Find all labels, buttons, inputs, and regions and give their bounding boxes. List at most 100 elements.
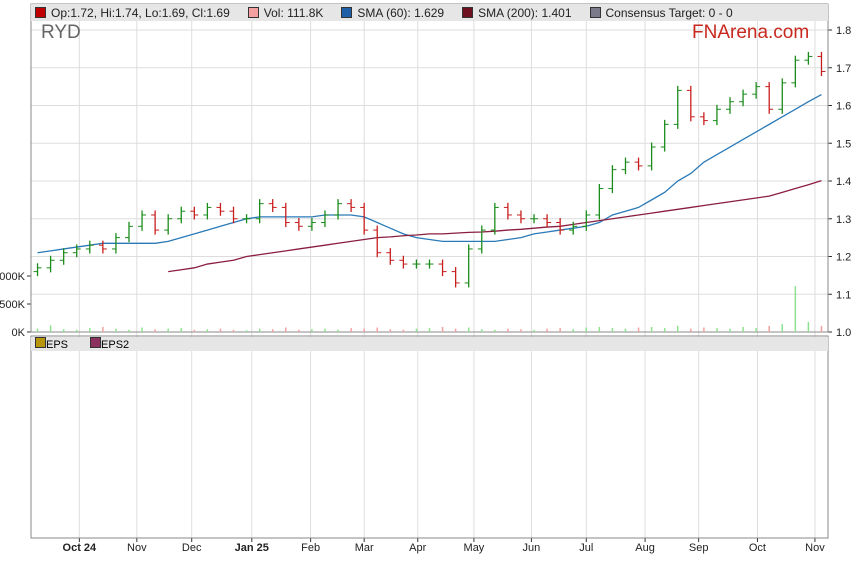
ohlc-bar xyxy=(33,263,42,277)
ohlc-bar xyxy=(347,199,356,212)
vol-swatch xyxy=(247,7,259,18)
consensus-text: Consensus Target: 0 - 0 xyxy=(605,5,733,20)
legend-sma200: SMA (200): 1.401 xyxy=(462,5,572,20)
ohlc-bar xyxy=(425,259,434,269)
ohlc-bar xyxy=(582,210,591,231)
eps2-text: EPS2 xyxy=(101,339,130,351)
ohlc-bar xyxy=(726,97,735,114)
y-tick-label: 1.8 xyxy=(836,25,851,37)
ohlc-bar xyxy=(307,217,316,231)
ohlc-bar xyxy=(647,142,656,171)
ohlc-bar xyxy=(98,240,107,254)
ohlc-swatch xyxy=(35,7,46,18)
ohlc-bar xyxy=(673,85,682,129)
vol-tick-label: 1000K xyxy=(0,271,26,283)
sma200-text: SMA (200): 1.401 xyxy=(478,5,572,20)
ohlc-bar xyxy=(85,240,94,254)
ohlc-bar xyxy=(516,210,525,224)
ohlc-bar xyxy=(686,85,695,122)
ohlc-bar xyxy=(268,199,277,212)
ohlc-bar xyxy=(164,214,173,235)
x-tick-label: Mar xyxy=(355,542,374,554)
ohlc-bar xyxy=(412,259,421,269)
x-tick-label: Jun xyxy=(523,542,541,554)
ohlc-bar xyxy=(464,244,473,288)
ohlc-bar xyxy=(765,82,774,114)
ohlc-bar xyxy=(190,206,199,220)
eps-legend: EPS EPS2 xyxy=(31,337,828,351)
ohlc-bar xyxy=(320,210,329,228)
ohlc-bar xyxy=(451,267,460,288)
vol-tick-label: 0K xyxy=(12,327,26,339)
ohlc-bar xyxy=(699,112,708,126)
y-tick-label: 1.6 xyxy=(836,101,851,113)
ohlc-bar xyxy=(791,55,800,88)
ohlc-bar xyxy=(543,214,552,228)
ohlc-bar xyxy=(595,184,604,220)
y-tick-label: 1.4 xyxy=(836,176,851,188)
ohlc-bar xyxy=(242,214,251,224)
legend-ohlc: Op:1.72, Hi:1.74, Lo:1.69, Cl:1.69 xyxy=(35,6,230,20)
sma200-swatch xyxy=(462,7,474,18)
ohlc-bar xyxy=(334,199,343,220)
ohlc-bar xyxy=(778,78,787,114)
ohlc-bar xyxy=(503,202,512,220)
sma60-line xyxy=(37,93,822,254)
x-tick-label: Nov xyxy=(127,542,147,554)
x-tick-label: Nov xyxy=(805,542,825,554)
ohlc-bar xyxy=(477,225,486,254)
ohlc-bar xyxy=(569,221,578,235)
ohlc-text: Op:1.72, Hi:1.74, Lo:1.69, Cl:1.69 xyxy=(51,5,230,20)
ohlc-bar xyxy=(752,82,761,99)
x-tick-label: Dec xyxy=(182,542,202,554)
ticker-label: RYD xyxy=(41,22,81,43)
ohlc-bar xyxy=(660,119,669,152)
ohlc-bar xyxy=(804,51,813,65)
x-tick-label: Jan 25 xyxy=(235,542,269,554)
legend-consensus: Consensus Target: 0 - 0 xyxy=(589,5,733,20)
eps-swatch xyxy=(35,337,46,348)
ohlc-bar xyxy=(739,89,748,107)
y-tick-label: 1.5 xyxy=(836,138,851,150)
legend-sma60: SMA (60): 1.629 xyxy=(341,6,444,20)
x-tick-label: Oct xyxy=(749,542,766,554)
y-tick-label: 1.1 xyxy=(836,289,851,301)
brand-logo[interactable]: FNArena.com xyxy=(692,22,810,43)
ohlc-bar xyxy=(530,214,539,224)
y-tick-label: 1.0 xyxy=(836,327,851,339)
x-tick-label: May xyxy=(464,542,485,554)
ohlc-bar xyxy=(46,255,55,273)
x-tick-label: Feb xyxy=(301,542,320,554)
vol-tick-label: 500K xyxy=(0,299,26,311)
ohlc-bar xyxy=(124,221,133,243)
eps-panel-border xyxy=(30,335,829,539)
x-tick-label: Oct 24 xyxy=(63,542,98,554)
ohlc-bar xyxy=(59,248,68,265)
ohlc-bar xyxy=(399,255,408,269)
ohlc-bar xyxy=(281,202,290,228)
consensus-swatch xyxy=(589,7,601,18)
ohlc-bar xyxy=(138,210,147,231)
vol-text: Vol: 111.8K xyxy=(263,5,324,20)
price-legend: Op:1.72, Hi:1.74, Lo:1.69, Cl:1.69 Vol: … xyxy=(31,4,828,21)
ohlc-bar xyxy=(817,51,826,77)
ohlc-bar xyxy=(634,157,643,171)
eps2-swatch xyxy=(90,337,102,348)
ohlc-bar xyxy=(490,202,499,235)
legend-eps: EPS xyxy=(35,337,68,351)
legend-eps2: EPS2 xyxy=(90,337,129,351)
ohlc-bar xyxy=(216,202,225,216)
eps-text: EPS xyxy=(46,339,69,351)
price-panel-border xyxy=(30,3,829,333)
ohlc-bar xyxy=(255,199,264,224)
ohlc-bar xyxy=(438,259,447,277)
x-tick-label: Sep xyxy=(689,542,709,554)
ohlc-bar xyxy=(229,206,238,224)
legend-vol: Vol: 111.8K xyxy=(247,5,324,20)
y-tick-label: 1.2 xyxy=(836,252,851,264)
sma60-swatch xyxy=(341,7,353,18)
ohlc-bar xyxy=(608,165,617,194)
ohlc-bar xyxy=(151,210,160,235)
